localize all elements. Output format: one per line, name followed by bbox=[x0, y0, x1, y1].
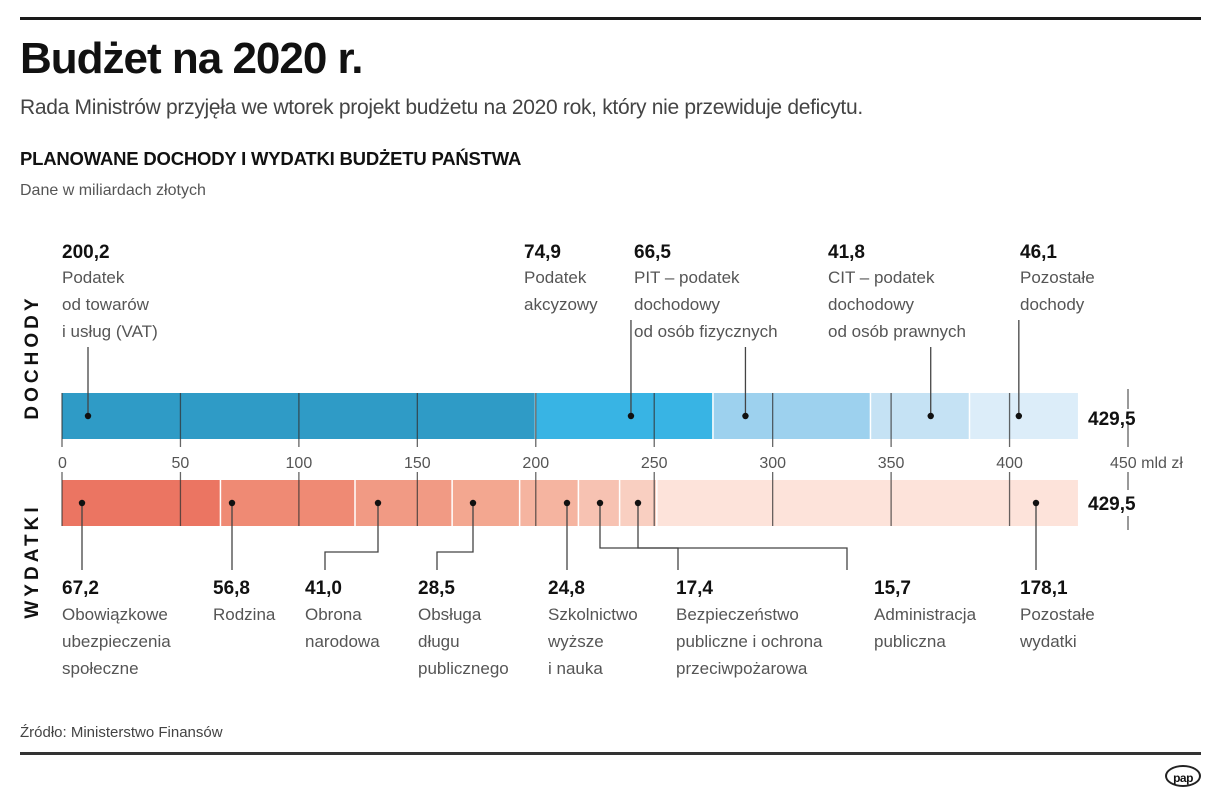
expense-leader-line bbox=[637, 503, 848, 570]
expense-marker-dot bbox=[228, 499, 236, 507]
revenue-category-label: CIT – podatek bbox=[828, 268, 935, 287]
x-tick-label: 350 bbox=[878, 455, 905, 472]
expense-category-label: Obrona bbox=[305, 605, 362, 624]
expense-category-label: wyższe bbox=[547, 632, 604, 651]
revenue-category-label: dochodowy bbox=[634, 295, 721, 314]
x-tick-label: 400 bbox=[996, 455, 1023, 472]
expense-leader-line bbox=[324, 503, 379, 570]
revenue-value-label: 41,8 bbox=[828, 242, 865, 263]
revenue-value-label: 200,2 bbox=[62, 242, 110, 263]
expense-category-label: Rodzina bbox=[213, 605, 276, 624]
expense-category-label: wydatki bbox=[1019, 632, 1077, 651]
top-rule bbox=[20, 17, 1201, 20]
expense-category-label: publicznego bbox=[418, 659, 509, 678]
expense-marker-dot bbox=[563, 499, 571, 507]
revenue-marker-dot bbox=[742, 412, 749, 420]
expense-segment-bar bbox=[62, 480, 220, 526]
revenue-marker-dot bbox=[1015, 412, 1023, 420]
expense-value-label: 28,5 bbox=[418, 578, 455, 599]
expense-marker-dot bbox=[78, 499, 86, 507]
expense-category-label: ubezpieczenia bbox=[62, 632, 171, 651]
revenue-category-label: dochody bbox=[1020, 295, 1085, 314]
series-label-wydatki: WYDATKI bbox=[22, 503, 43, 618]
expense-value-label: 17,4 bbox=[676, 578, 713, 599]
pap-logo-icon: pap bbox=[1165, 765, 1201, 787]
expense-leader-line bbox=[436, 503, 474, 570]
series-label-dochody: DOCHODY bbox=[22, 294, 43, 419]
revenue-segment-bar bbox=[536, 393, 713, 439]
revenue-category-label: od towarów bbox=[62, 295, 150, 314]
expense-marker-dot bbox=[1032, 499, 1040, 507]
expense-value-label: 56,8 bbox=[213, 578, 250, 599]
revenue-category-label: od osób prawnych bbox=[828, 322, 966, 341]
x-tick-label: 50 bbox=[172, 455, 190, 472]
revenue-category-label: Podatek bbox=[62, 268, 125, 287]
expense-marker-dot bbox=[374, 499, 382, 507]
x-tick-label: 250 bbox=[641, 455, 668, 472]
revenue-category-label: Podatek bbox=[524, 268, 587, 287]
revenue-category-label: dochodowy bbox=[828, 295, 915, 314]
x-tick-label: 450 mld zł bbox=[1110, 455, 1183, 472]
revenue-segment-bar bbox=[871, 393, 969, 439]
expense-marker-dot bbox=[469, 499, 477, 507]
expense-marker-dot bbox=[596, 499, 604, 507]
revenue-marker-dot bbox=[927, 412, 934, 420]
expense-category-label: Pozostałe bbox=[1020, 605, 1095, 624]
x-tick-label: 100 bbox=[286, 455, 313, 472]
page-subtitle: Rada Ministrów przyjęła we wtorek projek… bbox=[20, 96, 863, 119]
x-tick-label: 150 bbox=[404, 455, 431, 472]
revenue-value-label: 74,9 bbox=[524, 242, 561, 263]
expense-category-label: publiczna bbox=[874, 632, 946, 651]
expense-value-label: 15,7 bbox=[874, 578, 911, 599]
expense-value-label: 178,1 bbox=[1020, 578, 1068, 599]
revenue-marker-dot bbox=[84, 412, 92, 420]
x-tick-label: 0 bbox=[58, 455, 67, 472]
expense-category-label: Szkolnictwo bbox=[548, 605, 638, 624]
expense-segment-bar bbox=[452, 480, 519, 526]
revenue-segment-bar bbox=[970, 393, 1078, 439]
expense-segment-bar bbox=[221, 480, 355, 526]
expense-category-label: Bezpieczeństwo bbox=[676, 605, 799, 624]
revenue-segment-bar bbox=[713, 393, 870, 439]
source-note: Źródło: Ministerstwo Finansów bbox=[20, 724, 223, 741]
revenue-category-label: PIT – podatek bbox=[634, 268, 740, 287]
expense-value-label: 24,8 bbox=[548, 578, 585, 599]
x-tick-label: 300 bbox=[759, 455, 786, 472]
revenue-category-label: akcyzowy bbox=[524, 295, 598, 314]
chart-title: PLANOWANE DOCHODY I WYDATKI BUDŻETU PAŃS… bbox=[20, 148, 522, 169]
expense-segment-bar bbox=[355, 480, 452, 526]
revenue-category-label: od osób fizycznych bbox=[634, 322, 778, 341]
expense-category-label: publiczne i ochrona bbox=[676, 632, 823, 651]
expense-category-label: narodowa bbox=[305, 632, 380, 651]
expense-category-label: przeciwpożarowa bbox=[676, 659, 808, 678]
chart-subtitle: Dane w miliardach złotych bbox=[20, 182, 206, 199]
revenue-category-label: Pozostałe bbox=[1020, 268, 1095, 287]
revenue-category-label: i usług (VAT) bbox=[62, 322, 158, 341]
expense-value-label: 41,0 bbox=[305, 578, 342, 599]
revenue-total-label: 429,5 bbox=[1088, 409, 1136, 430]
expense-category-label: Obsługa bbox=[418, 605, 482, 624]
x-tick-label: 200 bbox=[522, 455, 549, 472]
revenue-marker-dot bbox=[627, 412, 635, 420]
expense-value-label: 67,2 bbox=[62, 578, 99, 599]
expense-marker-dot bbox=[634, 499, 642, 507]
expense-category-label: długu bbox=[418, 632, 460, 651]
expense-category-label: Administracja bbox=[874, 605, 977, 624]
expense-segment-bar bbox=[657, 480, 1078, 526]
expense-category-label: i nauka bbox=[548, 659, 603, 678]
expense-category-label: społeczne bbox=[62, 659, 139, 678]
bottom-rule bbox=[20, 752, 1201, 755]
expense-category-label: Obowiązkowe bbox=[62, 605, 168, 624]
revenue-value-label: 66,5 bbox=[634, 242, 671, 263]
revenue-value-label: 46,1 bbox=[1020, 242, 1057, 263]
page-title: Budżet na 2020 r. bbox=[20, 34, 363, 83]
expense-total-label: 429,5 bbox=[1088, 494, 1136, 515]
